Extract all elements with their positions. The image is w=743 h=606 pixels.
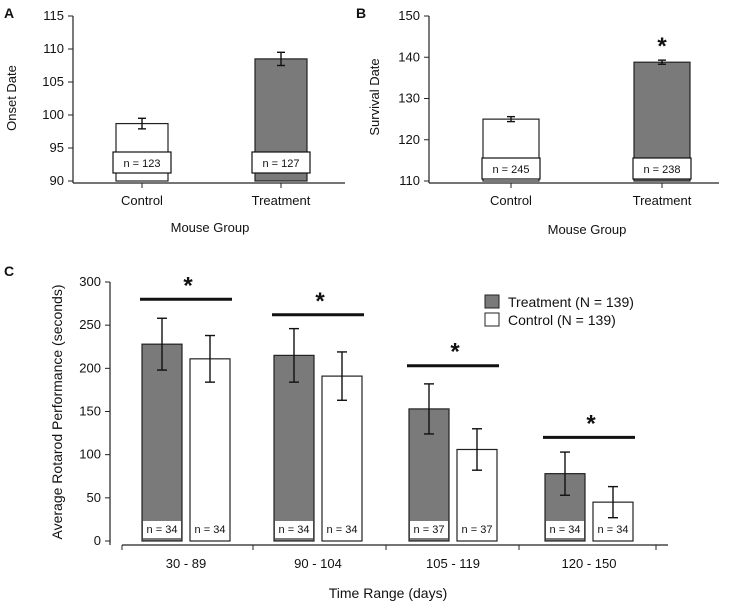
y-tick-label: 300 <box>79 274 101 289</box>
y-tick-label: 95 <box>50 140 64 155</box>
bar <box>321 375 363 542</box>
y-tick-label: 140 <box>398 49 420 64</box>
n-label: n = 34 <box>279 524 310 536</box>
y-tick-label: 100 <box>79 447 101 462</box>
n-label-box <box>112 151 172 174</box>
n-label-box <box>458 521 496 538</box>
n-label-box <box>143 521 181 538</box>
panel-a-xlabel: Mouse Group <box>171 220 250 235</box>
y-tick-label: 50 <box>87 490 101 505</box>
y-tick-label: 0 <box>94 533 101 548</box>
legend-swatch-control <box>484 312 500 327</box>
panel-a-ylabel: Onset Date <box>4 65 19 131</box>
x-tick-label: 105 - 119 <box>426 556 480 571</box>
y-tick-label: 100 <box>42 107 64 122</box>
x-tick-label: 30 - 89 <box>166 556 206 571</box>
x-tick-label: Treatment <box>252 193 311 208</box>
panel-b-letter: B <box>356 5 366 21</box>
bar <box>141 343 183 542</box>
legend: Treatment (N = 139) Control (N = 139) <box>484 294 634 328</box>
n-label-box <box>251 151 311 174</box>
panel-c-letter: C <box>4 263 14 279</box>
y-tick-label: 130 <box>398 91 420 106</box>
n-label-box <box>594 521 632 538</box>
n-label: n = 34 <box>195 524 226 536</box>
y-tick-label: 90 <box>50 173 64 188</box>
n-label: n = 34 <box>327 524 358 536</box>
panel-b-xlabel: Mouse Group <box>548 222 627 237</box>
n-label-box <box>275 521 313 538</box>
y-tick-label: 250 <box>79 317 101 332</box>
legend-label-treatment: Treatment (N = 139) <box>508 294 634 310</box>
panel-b-ylabel: Survival Date <box>367 58 382 135</box>
y-tick-label: 115 <box>43 8 64 23</box>
bar <box>273 354 315 542</box>
legend-swatch-treatment <box>484 294 500 309</box>
n-label-box <box>410 521 448 538</box>
legend-label-control: Control (N = 139) <box>508 312 616 328</box>
n-label: n = 34 <box>550 524 581 536</box>
panel-c-xlabel: Time Range (days) <box>329 585 448 601</box>
n-label-box <box>191 521 229 538</box>
n-label: n = 245 <box>492 164 529 176</box>
n-label-box <box>632 157 692 180</box>
n-label-box <box>546 521 584 538</box>
x-tick-label: 90 - 104 <box>294 556 342 571</box>
n-label: n = 34 <box>598 524 629 536</box>
n-label: n = 34 <box>147 524 178 536</box>
n-label: n = 238 <box>643 164 680 176</box>
n-label: n = 123 <box>123 158 160 170</box>
n-label-box <box>323 521 361 538</box>
significance-star: * <box>183 272 193 299</box>
y-tick-label: 110 <box>399 173 420 188</box>
y-tick-label: 110 <box>43 41 64 56</box>
n-label-box <box>481 157 541 180</box>
y-tick-label: 120 <box>398 132 420 147</box>
x-tick-label: Control <box>121 193 163 208</box>
significance-star: * <box>586 410 596 437</box>
panel-c-ylabel: Average Rotarod Performance (seconds) <box>49 285 65 540</box>
y-tick-label: 200 <box>79 360 101 375</box>
x-tick-label: Treatment <box>633 193 692 208</box>
significance-star: * <box>315 288 325 315</box>
panel-c: C 0 50 100 150 200 250 300 30 - 89 n = 34 n = 34 *… <box>4 263 668 601</box>
n-label: n = 37 <box>414 524 445 536</box>
x-tick-label: 120 - 150 <box>562 556 617 571</box>
significance-star: * <box>657 33 667 60</box>
panel-b: B 110 120 130 140 150 Control n = 245 Treatment… <box>356 5 719 237</box>
y-tick-label: 150 <box>398 8 420 23</box>
y-tick-label: 105 <box>42 74 64 89</box>
bar <box>189 358 231 542</box>
x-tick-label: Control <box>490 193 532 208</box>
n-label: n = 127 <box>262 158 299 170</box>
n-label: n = 37 <box>462 524 493 536</box>
panel-a-letter: A <box>4 5 14 21</box>
y-tick-label: 150 <box>79 404 101 419</box>
panel-a: A 90 95 100 105 110 115 Control n = 123 Treatmen… <box>4 5 345 235</box>
significance-star: * <box>450 339 460 366</box>
